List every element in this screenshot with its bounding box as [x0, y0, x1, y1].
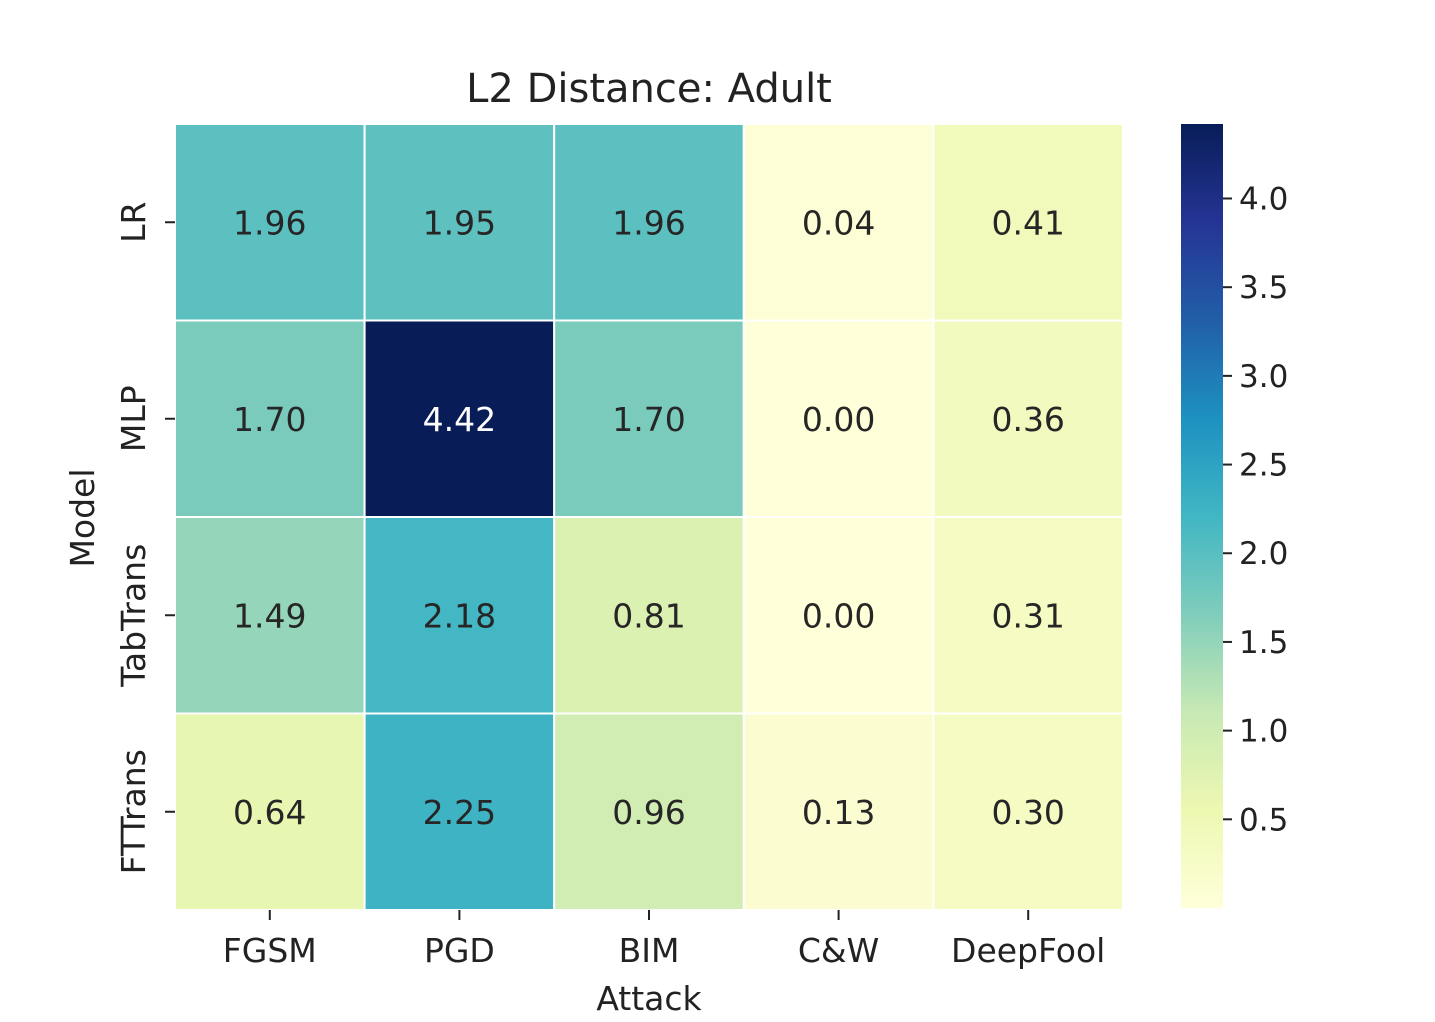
heatmap-cell: [363, 123, 556, 322]
cell-value-label: 4.42: [423, 400, 496, 439]
colorbar-tick-label: 1.0: [1239, 714, 1288, 750]
heatmap-cell: [742, 123, 935, 322]
cell-value-label: 0.64: [233, 793, 306, 832]
cell-value-label: 0.30: [991, 793, 1064, 832]
colorbar-tick-label: 2.0: [1239, 536, 1288, 572]
x-tick-label: BIM: [619, 931, 680, 970]
chart-title: L2 Distance: Adult: [466, 66, 832, 112]
colorbar-tick-label: 2.5: [1239, 448, 1288, 484]
cell-value-label: 0.31: [991, 596, 1064, 635]
heatmap-cell: [932, 123, 1125, 322]
heatmap-cell: [932, 712, 1125, 911]
colorbar-ticks: 0.5 1.0 1.5 2.0 2.5 3.0 3.5 4.0: [1223, 181, 1288, 838]
cell-value-label: 1.95: [423, 203, 496, 242]
heatmap-cell: [932, 319, 1125, 518]
colorbar: 0.5 1.0 1.5 2.0 2.5 3.0 3.5 4.0: [1181, 124, 1288, 908]
colorbar-gradient: [1181, 124, 1223, 908]
y-tick-label: FTTrans: [114, 749, 153, 874]
cell-value-label: 0.13: [802, 793, 875, 832]
cell-value-label: 2.25: [423, 793, 496, 832]
cell-value-label: 0.41: [991, 203, 1064, 242]
heatmap-cell: [553, 319, 745, 518]
cell-value-label: 0.00: [802, 400, 875, 439]
cell-value-label: 2.18: [423, 596, 496, 635]
cell-value-label: 1.96: [612, 203, 685, 242]
heatmap-cell: [742, 712, 935, 911]
cell-value-label: 1.70: [233, 400, 306, 439]
cell-value-label: 0.96: [612, 793, 685, 832]
cell-value-label: 1.49: [233, 596, 306, 635]
heatmap-cell: [363, 712, 556, 911]
x-tick-label: DeepFool: [951, 931, 1105, 970]
heatmap-cell: [363, 516, 556, 715]
heatmap-cell: [174, 123, 366, 322]
heatmap-cell: [553, 712, 745, 911]
x-tick-label: C&W: [798, 931, 879, 970]
y-tick-label: LR: [114, 202, 153, 243]
cell-value-label: 1.70: [612, 400, 685, 439]
colorbar-tick-label: 1.5: [1239, 625, 1288, 661]
heatmap-cell: [553, 516, 745, 715]
y-tick-label: TabTrans: [114, 544, 153, 688]
colorbar-tick-label: 3.0: [1239, 359, 1288, 395]
cell-value-label: 1.96: [233, 203, 306, 242]
cell-value-label: 0.36: [991, 400, 1064, 439]
x-tick-label: PGD: [424, 931, 495, 970]
y-axis-label: Model: [63, 468, 102, 567]
colorbar-tick-label: 4.0: [1239, 181, 1288, 217]
colorbar-tick-label: 3.5: [1239, 270, 1288, 306]
cell-value-label: 0.81: [612, 596, 685, 635]
x-axis-ticks: FGSM PGD BIM C&W DeepFool: [223, 910, 1105, 970]
cell-value-label: 0.04: [802, 203, 875, 242]
cell-value-label: 0.00: [802, 596, 875, 635]
heatmap-cells: 1.96 1.95 1.96 0.04 0.41 1.70 4.42 1.70 0.00 0.36…: [174, 123, 1125, 911]
heatmap-cell: [742, 516, 935, 715]
y-axis-ticks: LR MLP TabTrans FTTrans: [114, 202, 175, 874]
colorbar-tick-label: 0.5: [1239, 802, 1288, 838]
y-tick-label: MLP: [114, 385, 153, 452]
heatmap-cell: [174, 319, 366, 518]
heatmap-cell: [932, 516, 1125, 715]
x-tick-label: FGSM: [223, 931, 317, 970]
x-axis-label: Attack: [596, 979, 702, 1018]
heatmap-cell: [553, 123, 745, 322]
